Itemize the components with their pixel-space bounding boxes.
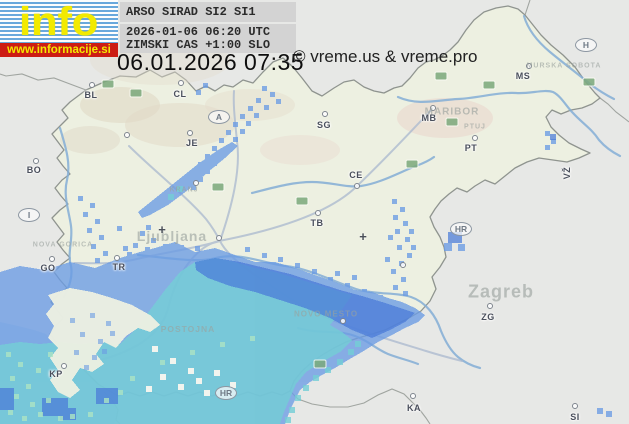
radar-precipitation-layer <box>0 83 612 424</box>
informacije-link-bar: www.informacije.si <box>0 43 118 57</box>
local-datetime: 06.01.2026 07:35 <box>117 49 305 75</box>
river-drava <box>396 89 622 158</box>
radar-title: ARSO SIRAD SI2 SI1 <box>126 5 256 19</box>
radar-utc-time: 2026-01-06 06:20 UTC <box>126 25 271 39</box>
radar-local-note: ZIMSKI CAS +1:00 SLO <box>126 38 271 52</box>
radar-dry-gap <box>46 288 236 398</box>
radar-time-box: 2026-01-06 06:20 UTC ZIMSKI CAS +1:00 SL… <box>120 24 296 53</box>
river-savinja <box>250 155 436 195</box>
info-logo-text: info <box>19 0 99 44</box>
motorway-north <box>219 90 239 242</box>
informacije-link[interactable]: www.informacije.si <box>7 44 111 56</box>
info-logo-block: info www.informacije.si <box>0 0 118 57</box>
info-logo: info <box>0 0 118 43</box>
radar-title-box: ARSO SIRAD SI2 SI1 <box>120 2 296 22</box>
credit-text: © vreme.us & vreme.pro <box>293 47 478 66</box>
river-mura <box>522 14 616 101</box>
